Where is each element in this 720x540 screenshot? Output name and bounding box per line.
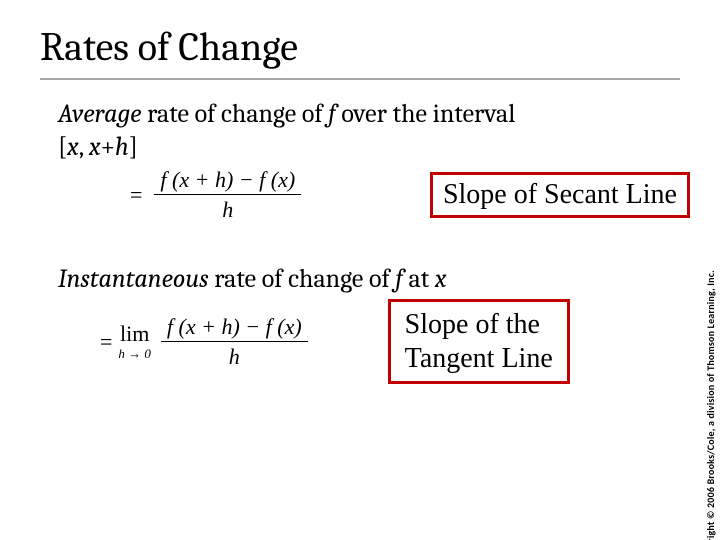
equals-sign: = bbox=[130, 182, 142, 208]
section-gap bbox=[40, 223, 680, 263]
average-interval: [x, x+h] bbox=[58, 132, 138, 162]
slide: Rates of Change Average rate of change o… bbox=[0, 0, 720, 540]
instantaneous-text-1: rate of change of bbox=[209, 264, 396, 294]
average-fraction: f (x + h) − f (x) h bbox=[154, 167, 301, 223]
instantaneous-formula: = lim h → 0 f (x + h) − f (x) h bbox=[100, 314, 308, 370]
copyright-text: Copyright © 2006 Brooks/Cole, a division… bbox=[704, 270, 717, 540]
instantaneous-formula-row: = lim h → 0 f (x + h) − f (x) h Slope of… bbox=[100, 299, 680, 384]
tangent-line-1: Slope of the bbox=[405, 309, 540, 340]
average-text-1: rate of change of bbox=[141, 99, 328, 129]
average-formula: = f (x + h) − f (x) h bbox=[130, 167, 301, 223]
average-text-2: over the interval bbox=[336, 99, 516, 129]
average-description: Average rate of change of f over the int… bbox=[58, 98, 680, 163]
fraction-bar-2 bbox=[161, 341, 308, 342]
slide-title: Rates of Change bbox=[40, 24, 680, 70]
secant-annotation: Slope of Secant Line bbox=[430, 172, 690, 218]
instantaneous-x: x bbox=[435, 264, 447, 294]
average-denominator: h bbox=[216, 197, 239, 222]
instantaneous-denominator: h bbox=[223, 344, 246, 369]
average-numerator: f (x + h) − f (x) bbox=[154, 167, 301, 192]
instantaneous-word: Instantaneous bbox=[58, 264, 209, 294]
instantaneous-fraction: f (x + h) − f (x) h bbox=[161, 314, 308, 370]
average-word: Average bbox=[58, 99, 141, 129]
average-formula-row: = f (x + h) − f (x) h Slope of Secant Li… bbox=[130, 167, 680, 223]
instantaneous-f: f bbox=[395, 264, 402, 294]
tangent-line-2: Tangent Line bbox=[405, 343, 553, 374]
tangent-annotation: Slope of the Tangent Line bbox=[388, 299, 570, 384]
instantaneous-description: Instantaneous rate of change of f at x bbox=[58, 263, 680, 296]
instantaneous-numerator: f (x + h) − f (x) bbox=[161, 314, 308, 339]
limit-block: lim h → 0 bbox=[118, 323, 151, 360]
title-block: Rates of Change bbox=[40, 24, 680, 80]
limit-sub: h → 0 bbox=[118, 347, 151, 360]
equals-sign-2: = bbox=[100, 329, 112, 355]
limit-word: lim bbox=[120, 323, 149, 345]
instantaneous-text-2: at bbox=[403, 264, 435, 294]
average-f: f bbox=[328, 99, 335, 129]
fraction-bar bbox=[154, 194, 301, 195]
